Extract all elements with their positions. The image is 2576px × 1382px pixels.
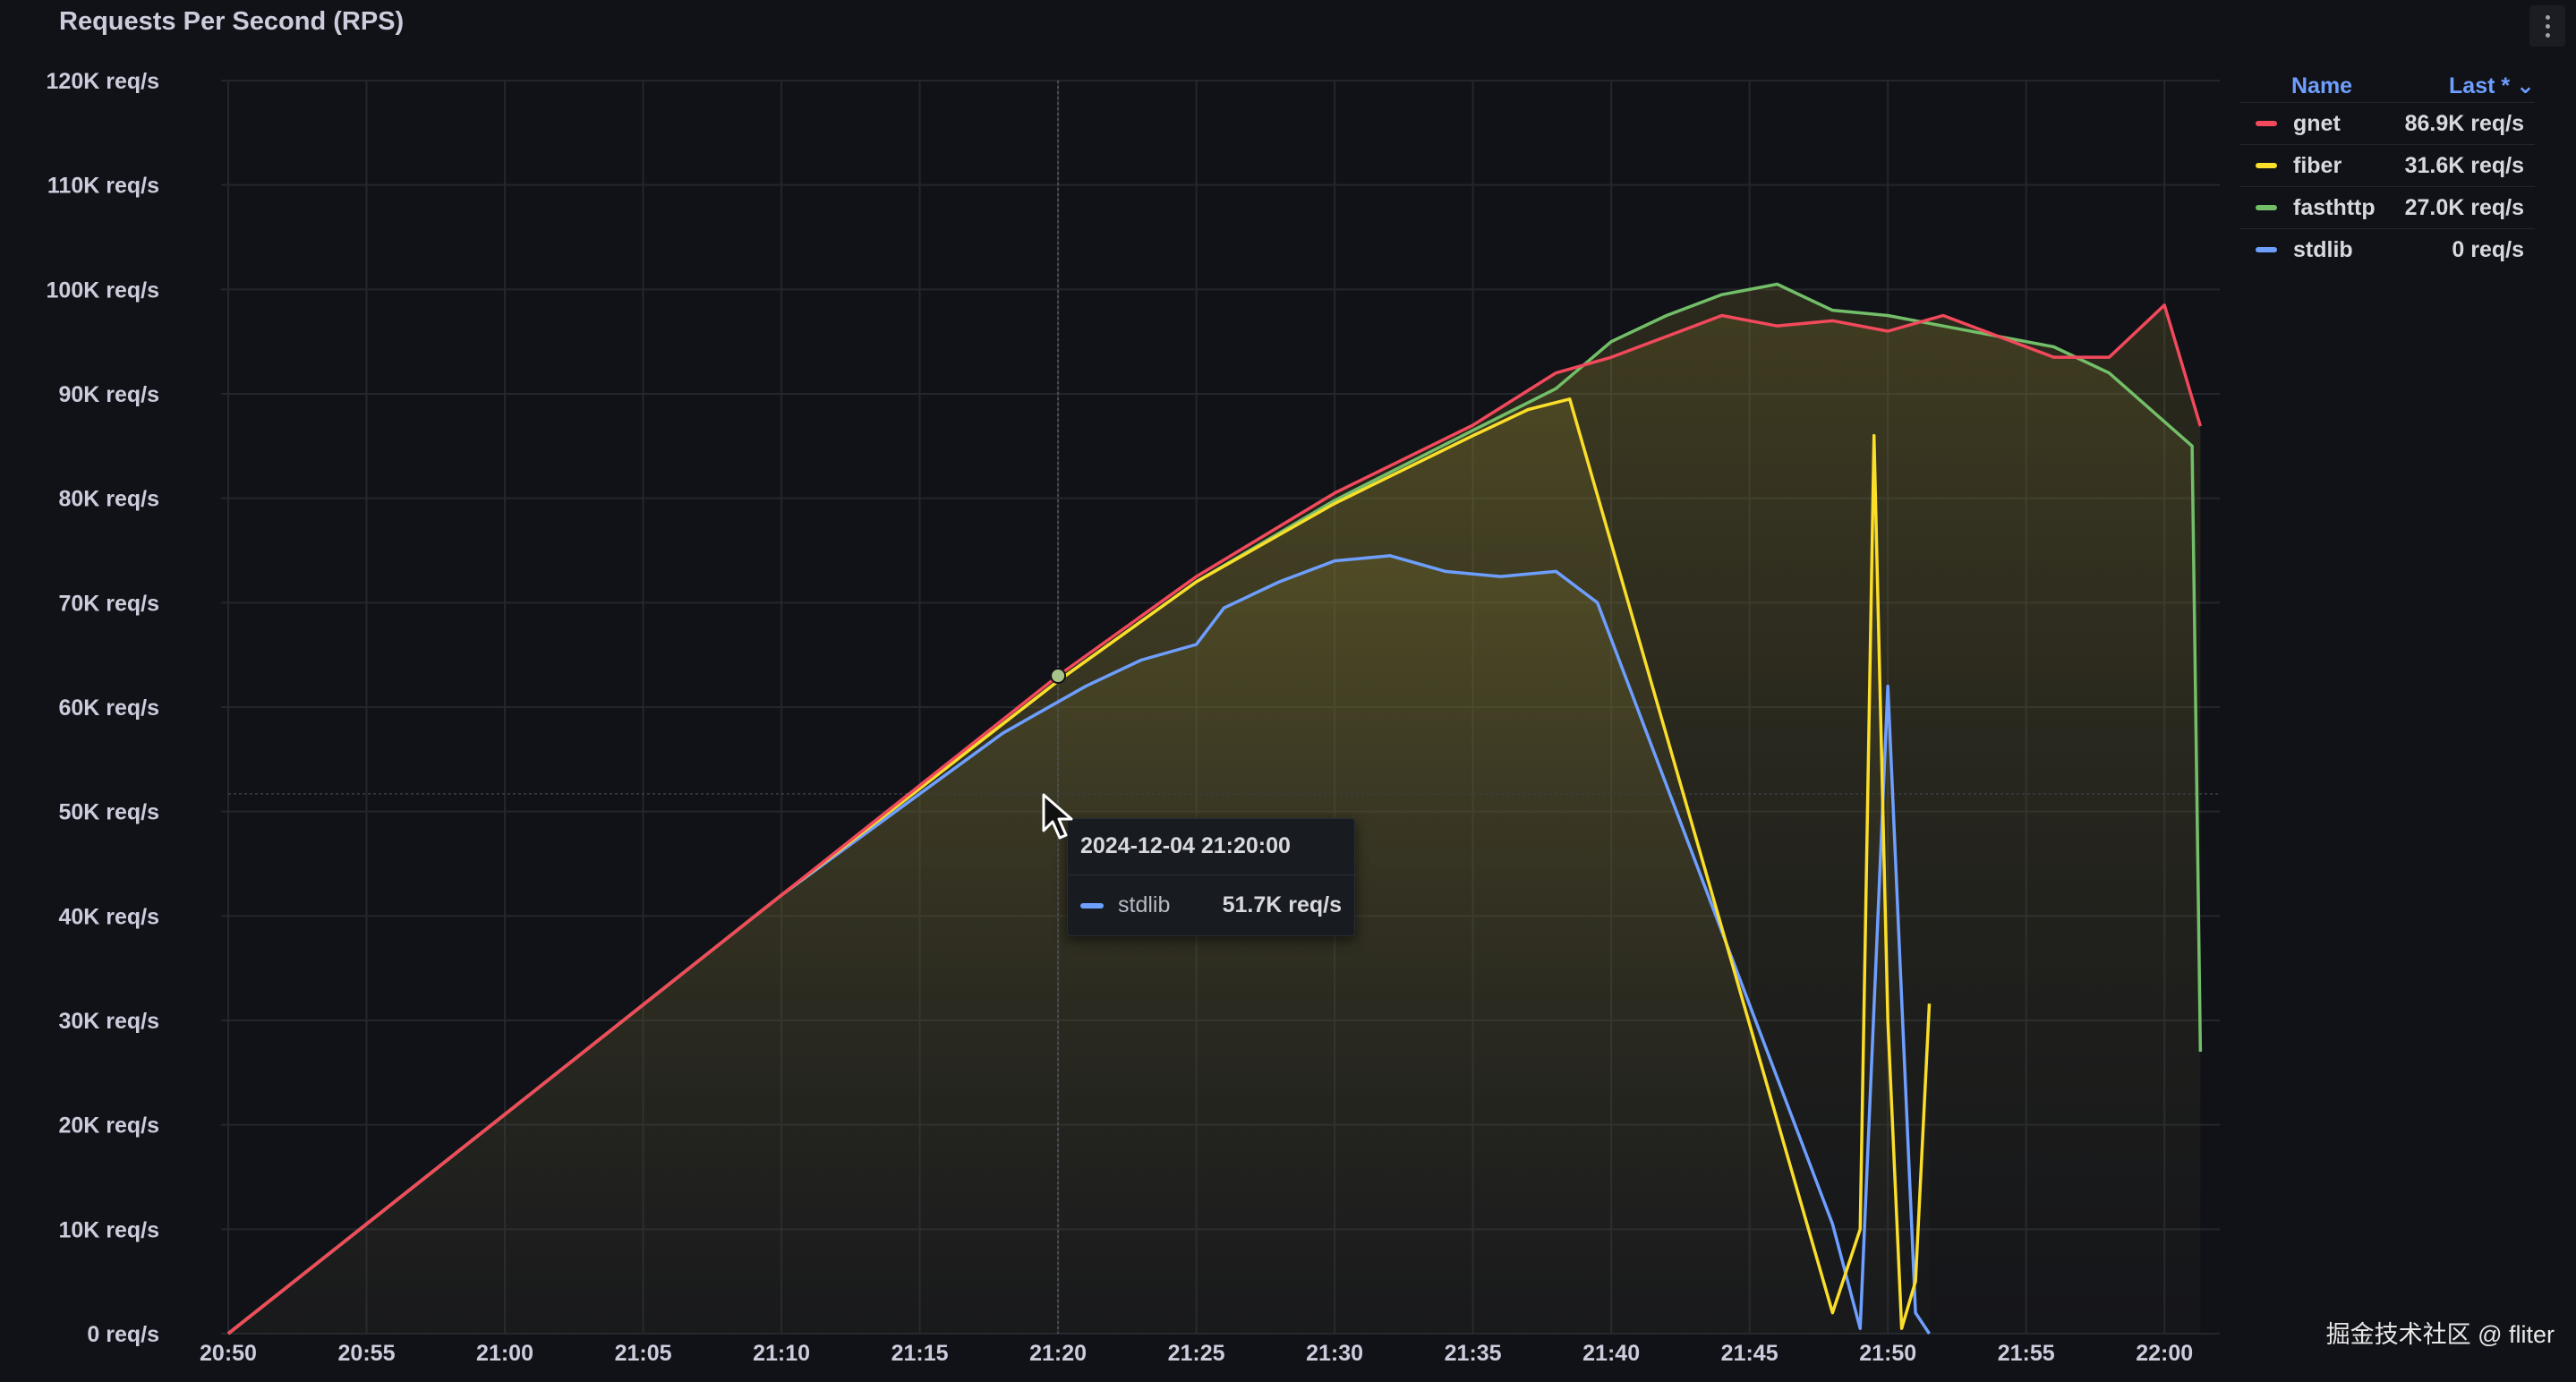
legend-label: fiber [2293,152,2342,178]
tooltip-series-swatch [1080,902,1104,909]
x-tick-label: 22:00 [2136,1341,2193,1366]
y-tick-label: 40K req/s [58,904,159,929]
y-tick-label: 80K req/s [58,487,159,512]
legend-label: stdlib [2293,236,2353,262]
legend-swatch [2256,247,2277,252]
x-tick-label: 20:55 [338,1341,396,1366]
series-area-stdlib [228,555,1930,1334]
hover-point-marker [1050,668,1067,684]
tooltip-divider [1068,874,1354,875]
legend-value: 0 req/s [2452,236,2524,262]
tooltip-series-name: stdlib [1118,892,1171,917]
y-tick-label: 10K req/s [58,1217,159,1242]
hover-tooltip: 2024-12-04 21:20:00 stdlib 51.7K req/s [1067,818,1355,936]
menu-dot-icon [2545,32,2550,38]
x-tick-label: 21:25 [1168,1341,1225,1366]
mouse-pointer-icon [1042,793,1073,840]
legend-table: Name Last * ⌄ gnet 86.9K req/s fiber 31.6K … [2239,70,2535,270]
legend-value-header[interactable]: Last * ⌄ [2449,73,2535,98]
legend-value: 31.6K req/s [2404,152,2524,178]
legend-value: 86.9K req/s [2404,110,2524,136]
tooltip-series-value: 51.7K req/s [1222,892,1342,917]
x-tick-label: 21:40 [1582,1341,1640,1366]
x-tick-label: 21:05 [615,1341,672,1366]
legend-name-header[interactable]: Name [2291,73,2353,98]
watermark: 掘金技术社区 @ fliter [2325,1321,2555,1348]
legend-item-stdlib[interactable]: stdlib 0 req/s [2239,228,2535,270]
legend-label: fasthttp [2293,194,2376,220]
x-tick-label: 21:15 [891,1341,949,1366]
panel-menu-button[interactable] [2529,5,2565,47]
y-tick-label: 50K req/s [58,800,159,825]
x-tick-label: 21:45 [1721,1341,1778,1366]
x-tick-label: 21:20 [1029,1341,1087,1366]
y-tick-label: 20K req/s [58,1113,159,1139]
menu-dot-icon [2545,23,2550,29]
x-tick-label: 20:50 [200,1341,257,1366]
y-tick-label: 110K req/s [47,174,159,199]
y-tick-label: 60K req/s [58,695,159,721]
menu-dot-icon [2545,14,2550,20]
x-tick-label: 21:35 [1445,1341,1502,1366]
y-tick-label: 100K req/s [47,277,159,303]
panel-title: Requests Per Second (RPS) [59,7,405,36]
y-tick-label: 120K req/s [47,69,159,94]
x-tick-label: 21:50 [1859,1341,1916,1366]
tooltip-time: 2024-12-04 21:20:00 [1080,833,1291,858]
series-line-gnet [226,303,2203,1335]
x-tick-label: 21:55 [1998,1341,2055,1366]
legend-swatch [2256,121,2277,126]
y-tick-label: 70K req/s [58,591,159,616]
x-tick-label: 21:10 [753,1341,810,1366]
x-tick-label: 21:30 [1306,1341,1363,1366]
legend-value: 27.0K req/s [2404,194,2524,220]
legend-swatch [2256,163,2277,168]
legend-item-fasthttp[interactable]: fasthttp 27.0K req/s [2239,186,2535,228]
legend-label: gnet [2293,110,2341,136]
x-tick-label: 21:00 [476,1341,533,1366]
legend-item-gnet[interactable]: gnet 86.9K req/s [2239,102,2535,144]
legend-header: Name Last * ⌄ [2239,70,2535,102]
y-tick-label: 30K req/s [58,1009,159,1034]
legend-item-fiber[interactable]: fiber 31.6K req/s [2239,144,2535,186]
y-tick-label: 90K req/s [58,382,159,407]
tooltip-row: stdlib 51.7K req/s [1080,892,1342,918]
y-tick-label: 0 req/s [87,1322,159,1347]
legend-swatch [2256,205,2277,210]
